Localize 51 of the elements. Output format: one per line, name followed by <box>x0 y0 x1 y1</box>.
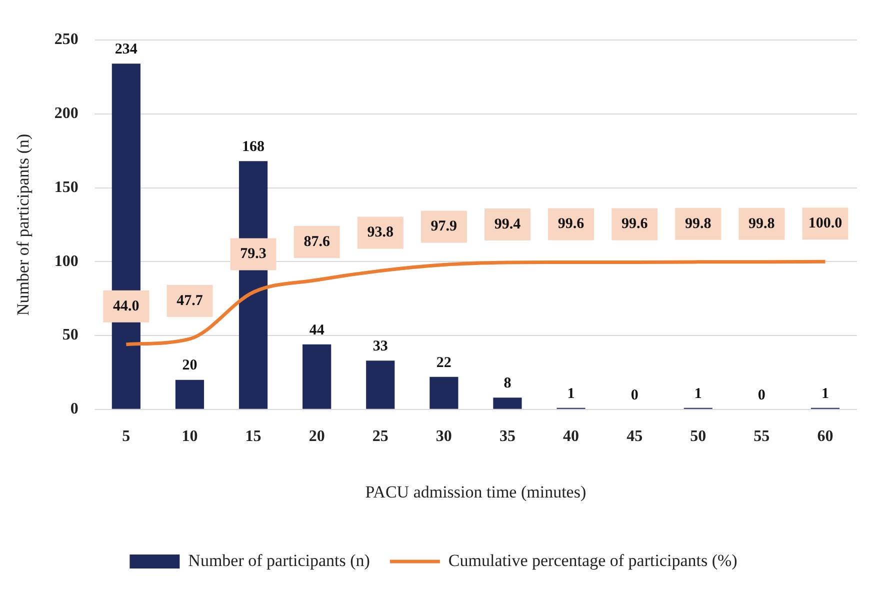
y-tick-label: 250 <box>54 31 78 48</box>
x-tick-label: 50 <box>690 428 706 446</box>
x-tick-label: 60 <box>817 428 834 446</box>
data-label: 33 <box>372 338 388 355</box>
data-label: 100.0 <box>808 216 842 232</box>
data-label: 99.4 <box>494 216 522 232</box>
data-label: 1 <box>694 386 702 402</box>
x-tick-label: 25 <box>372 428 388 446</box>
data-label: 93.8 <box>367 224 394 241</box>
data-label: 99.6 <box>621 216 648 232</box>
data-label: 0 <box>758 387 766 404</box>
x-tick-label: 55 <box>754 428 770 446</box>
data-label: 22 <box>436 354 452 371</box>
x-tick-label: 15 <box>245 428 262 446</box>
data-label: 99.8 <box>685 216 712 232</box>
data-label: 97.9 <box>430 218 458 235</box>
y-tick-label: 150 <box>54 178 78 196</box>
bar <box>493 398 522 409</box>
x-tick-label: 20 <box>308 428 325 446</box>
data-label: 79.3 <box>240 246 266 262</box>
data-label: 44.0 <box>113 298 140 314</box>
data-label: 87.6 <box>304 234 330 250</box>
y-tick-label: 50 <box>62 326 78 344</box>
x-tick-label: 40 <box>563 428 580 446</box>
data-label: 1 <box>567 386 575 402</box>
legend-label: Cumulative percentage of participants (%) <box>448 550 738 570</box>
x-tick-label: 35 <box>499 428 516 446</box>
x-tick-label: 45 <box>626 428 643 446</box>
y-tick-label: 0 <box>70 400 78 418</box>
data-label: 20 <box>182 358 198 374</box>
x-tick-label: 10 <box>182 428 198 446</box>
data-label: 0 <box>630 387 638 404</box>
y-tick-label: 200 <box>54 105 78 122</box>
bar <box>175 380 204 409</box>
x-tick-label: 30 <box>436 428 452 446</box>
y-axis-title: Number of participants (n) <box>14 134 33 316</box>
bar <box>302 344 332 409</box>
bar <box>366 360 395 409</box>
data-label: 99.8 <box>748 216 775 232</box>
x-tick-label: 5 <box>122 428 130 446</box>
data-label: 44 <box>309 322 325 338</box>
data-label: 234 <box>114 42 138 58</box>
data-label: 99.6 <box>558 216 585 232</box>
data-label: 1 <box>821 386 829 402</box>
y-tick-label: 100 <box>54 252 78 270</box>
data-label: 47.7 <box>176 292 204 309</box>
data-label: 8 <box>504 375 512 392</box>
x-axis-title: PACU admission time (minutes) <box>365 482 586 502</box>
legend-label: Number of participants (n) <box>188 550 370 570</box>
bar <box>430 376 458 409</box>
data-label: 168 <box>242 139 265 156</box>
